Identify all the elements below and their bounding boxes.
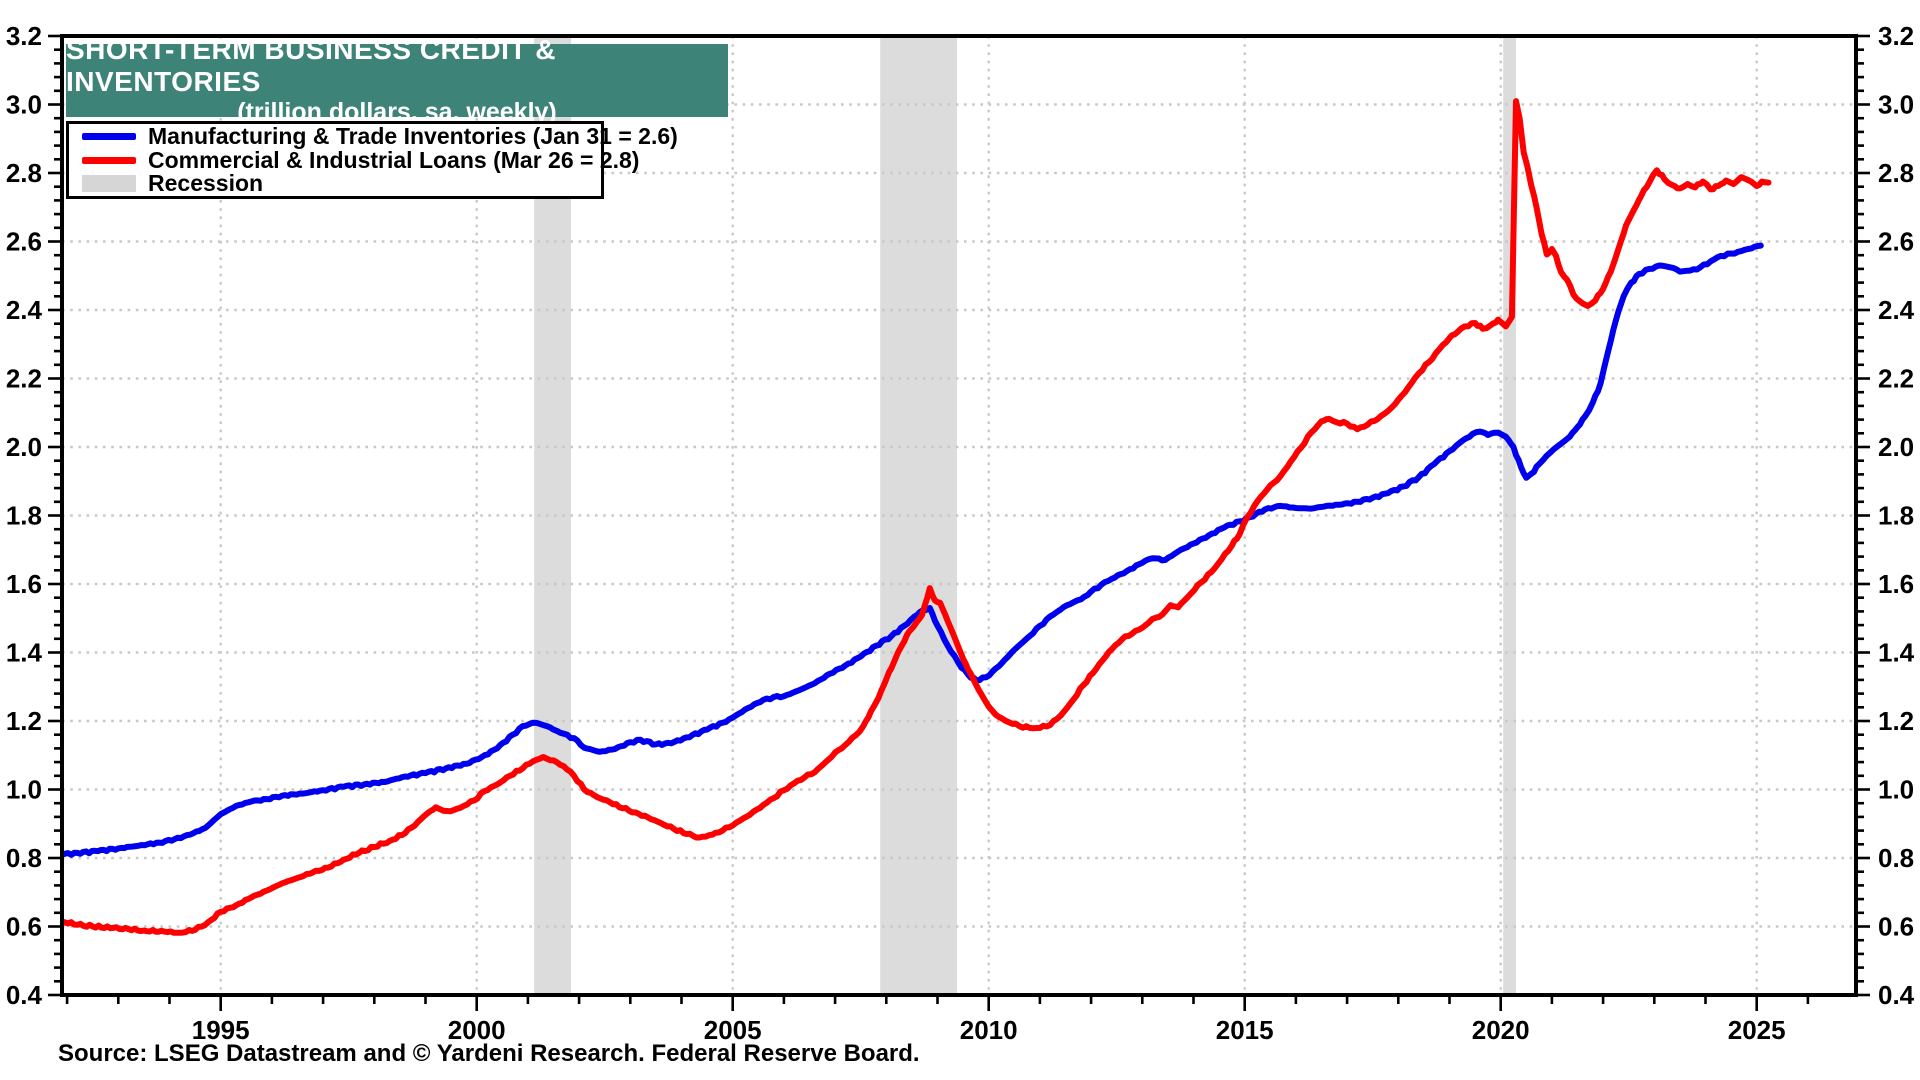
y-axis-labels-left: 0.4 0.6 0.8 1.0 1.2 1.4 1.6 1.8 2.0 2.2 2.4 2.6 2.8 3… (6, 21, 43, 1010)
red-line-swatch (82, 156, 136, 164)
y-axis-tick-label: 0.6 (1878, 912, 1914, 942)
y-axis-tick-label: 2.2 (6, 364, 42, 394)
series-line-commercial-industrial-loans (62, 98, 1772, 936)
y-axis-tick-label: 1.4 (1878, 638, 1915, 668)
x-axis-tick-label: 2020 (1472, 1015, 1530, 1045)
y-axis-tick-label: 3.0 (6, 90, 42, 120)
y-axis-tick-label: 1.8 (6, 501, 42, 531)
series-line-manufacturing-trade-inventories (62, 242, 1764, 858)
y-axis-tick-label: 1.2 (1878, 706, 1914, 736)
legend-label-recession: Recession (148, 170, 264, 196)
y-axis-tick-label: 0.8 (6, 843, 42, 873)
y-axis-tick-label: 3.2 (6, 21, 42, 51)
recession-bands (534, 36, 1516, 995)
y-axis-tick-label: 1.8 (1878, 501, 1914, 531)
y-axis-tick-label: 1.6 (1878, 569, 1914, 599)
y-axis-tick-label: 1.0 (6, 775, 42, 805)
y-axis-tick-label: 1.6 (6, 569, 42, 599)
x-axis-tick-label: 1995 (192, 1015, 250, 1045)
legend-item-recession: Recession (69, 170, 601, 196)
y-axis-tick-label: 1.4 (6, 638, 43, 668)
y-axis-tick-label: 2.8 (1878, 158, 1914, 188)
y-axis-tick-label: 2.8 (6, 158, 42, 188)
y-axis-labels-right: 0.4 0.6 0.8 1.0 1.2 1.4 1.6 1.8 2.0 2.2 2.4 2.6 2.8 3… (1878, 21, 1915, 1010)
y-axis-tick-label: 2.4 (1878, 295, 1915, 325)
y-axis-tick-label: 2.0 (6, 432, 42, 462)
y-axis-tick-label: 2.0 (1878, 432, 1914, 462)
y-axis-tick-label: 2.4 (6, 295, 43, 325)
x-axis-tick-label: 2015 (1216, 1015, 1274, 1045)
x-axis-tick-label: 2005 (704, 1015, 762, 1045)
y-axis-tick-label: 1.0 (1878, 775, 1914, 805)
y-axis-tick-label: 3.0 (1878, 90, 1914, 120)
source-note: Source: LSEG Datastream and © Yardeni Re… (58, 1040, 920, 1067)
x-axis-tick-label: 2010 (960, 1015, 1018, 1045)
y-axis-tick-label: 2.6 (6, 227, 42, 257)
y-axis-tick-label: 2.6 (1878, 227, 1914, 257)
y-axis-tick-label: 0.8 (1878, 843, 1914, 873)
recession-band-swatch (82, 175, 136, 192)
y-axis-tick-label: 1.2 (6, 706, 42, 736)
y-axis-tick-label: 0.6 (6, 912, 42, 942)
y-axis-tick-label: 2.2 (1878, 364, 1914, 394)
x-axis-labels: 1995 2000 2005 2010 2015 2020 2025 (192, 1015, 1786, 1045)
chart-title: SHORT-TERM BUSINESS CREDIT & INVENTORIES (66, 33, 557, 98)
y-axis-tick-label: 0.4 (1878, 980, 1915, 1010)
legend-label-loans: Commercial & Industrial Loans (Mar 26 = … (148, 146, 640, 173)
chart-title-box: SHORT-TERM BUSINESS CREDIT & INVENTORIES… (66, 34, 728, 126)
legend-item-loans: Commercial & Industrial Loans (Mar 26 = … (69, 148, 639, 171)
x-axis-tick-label: 2025 (1728, 1015, 1786, 1045)
blue-line-swatch (82, 133, 136, 140)
plot-frame (60, 34, 1858, 997)
x-axis-tick-label: 2000 (448, 1015, 506, 1045)
y-axis-tick-label: 3.2 (1878, 21, 1914, 51)
recession-band (880, 36, 957, 995)
legend-label-inventories: Manufacturing & Trade Inventories (Jan 3… (148, 123, 678, 149)
y-axis-tick-label: 0.4 (6, 980, 43, 1010)
legend-item-inventories: Manufacturing & Trade Inventories (Jan 3… (69, 125, 678, 148)
legend: Manufacturing & Trade Inventories (Jan 3… (66, 121, 678, 199)
axis-ticks (48, 34, 1870, 1011)
